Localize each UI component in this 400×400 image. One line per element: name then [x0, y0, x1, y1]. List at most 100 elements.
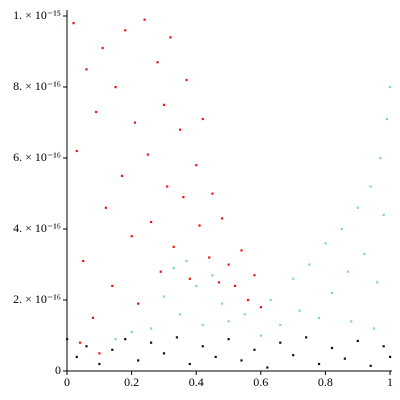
point	[201, 323, 204, 327]
point	[172, 245, 175, 248]
x-tick-label: 0.8	[318, 375, 333, 389]
x-tick-label: 0.4	[189, 375, 204, 389]
x-tick-label: 0.6	[253, 375, 268, 389]
point	[382, 345, 385, 348]
point	[269, 299, 272, 302]
point	[114, 338, 117, 341]
point	[214, 355, 217, 358]
point	[146, 153, 149, 156]
point	[221, 302, 224, 305]
point	[143, 18, 146, 21]
point	[382, 213, 385, 216]
point	[149, 220, 153, 224]
point	[356, 206, 359, 209]
point	[85, 68, 88, 71]
point	[240, 249, 243, 252]
point	[208, 256, 211, 259]
point	[162, 103, 166, 106]
point	[253, 274, 256, 277]
point	[66, 338, 69, 341]
point	[217, 281, 221, 284]
point	[188, 362, 191, 366]
point	[166, 185, 169, 188]
point	[195, 284, 198, 287]
point	[175, 336, 179, 339]
x-tick-label: 0.2	[124, 375, 139, 389]
point	[292, 354, 295, 357]
point	[227, 263, 230, 266]
point	[305, 336, 308, 339]
point	[179, 128, 182, 131]
point	[389, 355, 392, 358]
point	[343, 357, 346, 360]
point	[243, 313, 246, 316]
point	[156, 61, 159, 64]
point	[201, 117, 204, 121]
point	[149, 341, 153, 344]
point	[198, 224, 201, 227]
point	[137, 359, 140, 362]
point	[259, 334, 262, 337]
y-tick-label: 4. × 10⁻¹⁶	[13, 221, 61, 235]
point	[185, 259, 188, 263]
point	[292, 277, 295, 280]
point	[179, 313, 182, 316]
point	[340, 228, 343, 231]
point	[279, 323, 282, 327]
point	[162, 295, 166, 298]
point	[259, 306, 262, 309]
point	[253, 348, 256, 351]
point	[133, 121, 137, 124]
point	[298, 309, 301, 312]
point	[246, 299, 250, 302]
point	[78, 341, 82, 344]
point	[98, 362, 101, 366]
point	[101, 46, 104, 50]
point	[221, 217, 224, 220]
point	[130, 330, 133, 334]
point	[130, 235, 133, 238]
point	[211, 274, 214, 277]
point	[159, 270, 162, 273]
point	[72, 22, 75, 25]
point	[169, 36, 172, 39]
point	[376, 281, 379, 284]
point	[98, 352, 101, 355]
point	[111, 348, 114, 351]
point	[372, 327, 376, 330]
point	[317, 362, 321, 366]
x-tick-label: 0	[64, 375, 70, 389]
y-tick-label: 6. × 10⁻¹⁶	[13, 150, 61, 164]
point	[188, 277, 191, 280]
point	[308, 263, 311, 266]
point	[369, 364, 372, 367]
point	[124, 338, 127, 341]
point	[114, 86, 117, 89]
point	[137, 302, 140, 305]
point	[182, 196, 185, 199]
point	[85, 345, 88, 348]
point	[317, 316, 321, 319]
point	[149, 327, 153, 330]
point	[356, 339, 359, 343]
point	[91, 316, 95, 319]
point	[120, 174, 124, 177]
point	[82, 259, 85, 263]
point	[330, 291, 334, 295]
point	[195, 164, 198, 167]
point	[350, 320, 353, 323]
x-tick-label: 1	[387, 375, 393, 389]
point	[124, 29, 127, 32]
point	[347, 270, 350, 273]
y-tick-label: 2. × 10⁻¹⁶	[13, 292, 61, 306]
point	[95, 110, 98, 114]
point	[240, 359, 243, 362]
point	[201, 345, 204, 348]
point	[104, 206, 107, 209]
point	[75, 149, 78, 153]
point	[389, 86, 392, 89]
point	[233, 284, 237, 287]
point	[185, 78, 188, 82]
